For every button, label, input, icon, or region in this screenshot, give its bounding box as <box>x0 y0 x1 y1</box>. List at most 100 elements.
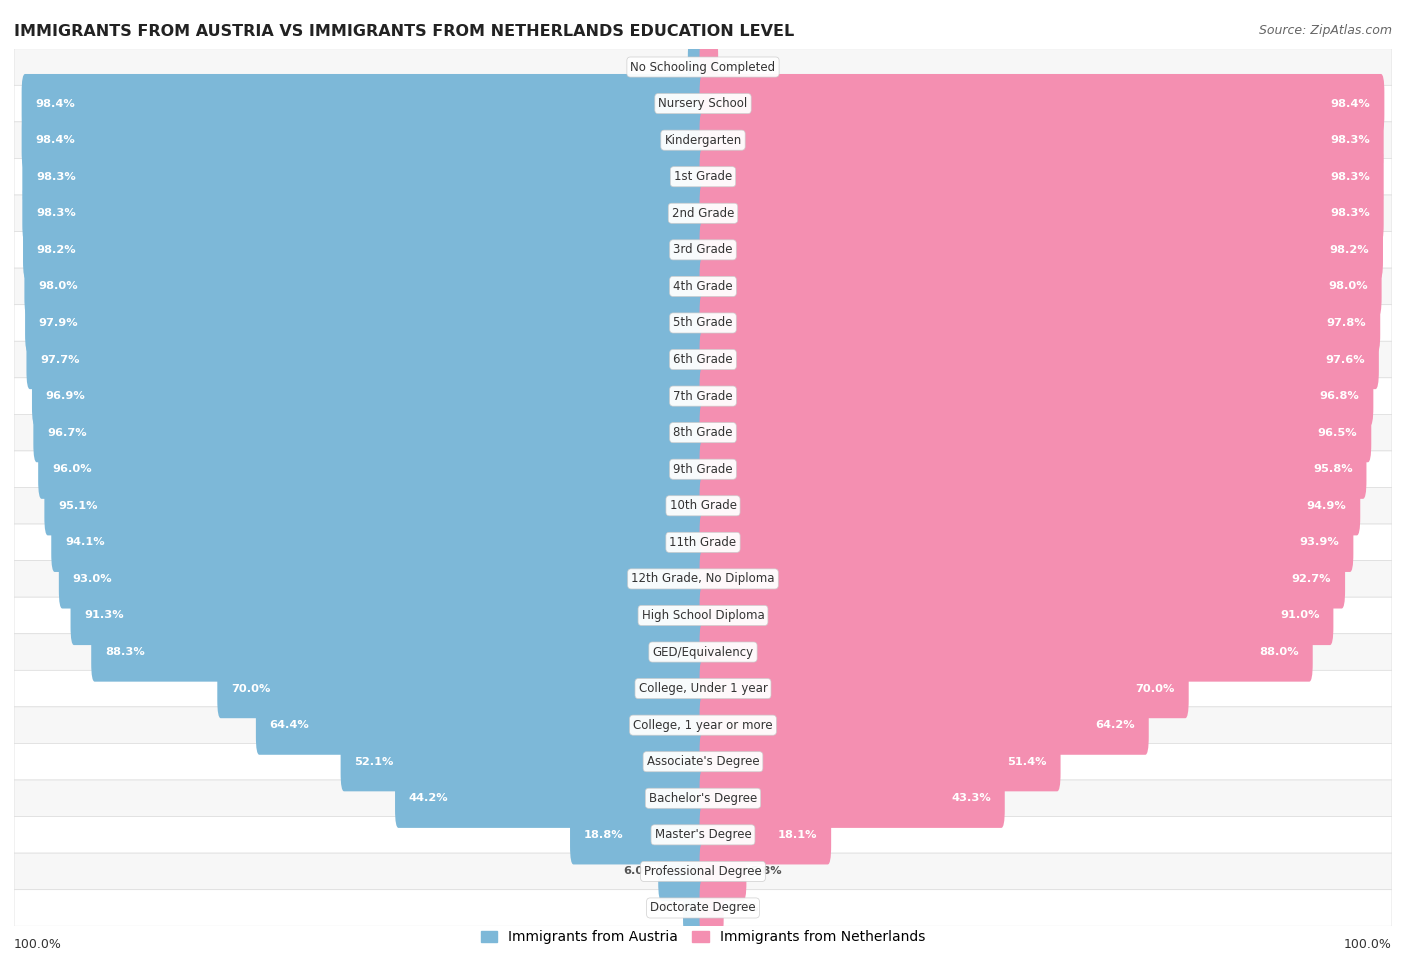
Text: 18.1%: 18.1% <box>778 830 817 839</box>
Text: 98.2%: 98.2% <box>37 245 76 254</box>
Text: 98.3%: 98.3% <box>1330 136 1369 145</box>
FancyBboxPatch shape <box>24 256 706 316</box>
FancyBboxPatch shape <box>700 110 1384 170</box>
Text: 18.8%: 18.8% <box>583 830 623 839</box>
Text: 98.3%: 98.3% <box>37 209 76 218</box>
Text: 4th Grade: 4th Grade <box>673 280 733 292</box>
Text: 6.0%: 6.0% <box>623 867 655 877</box>
FancyBboxPatch shape <box>34 403 706 462</box>
Text: 5th Grade: 5th Grade <box>673 317 733 330</box>
FancyBboxPatch shape <box>700 878 724 938</box>
FancyBboxPatch shape <box>14 597 1392 634</box>
FancyBboxPatch shape <box>14 561 1392 597</box>
FancyBboxPatch shape <box>21 74 706 134</box>
Text: 12th Grade, No Diploma: 12th Grade, No Diploma <box>631 572 775 585</box>
FancyBboxPatch shape <box>700 330 1379 389</box>
Text: 98.3%: 98.3% <box>37 172 76 181</box>
FancyBboxPatch shape <box>14 195 1392 232</box>
Text: 2.5%: 2.5% <box>727 903 759 913</box>
Text: 9th Grade: 9th Grade <box>673 463 733 476</box>
Text: Associate's Degree: Associate's Degree <box>647 756 759 768</box>
FancyBboxPatch shape <box>658 841 706 901</box>
FancyBboxPatch shape <box>683 878 706 938</box>
Text: College, Under 1 year: College, Under 1 year <box>638 682 768 695</box>
Text: 96.5%: 96.5% <box>1317 428 1358 438</box>
Text: 93.0%: 93.0% <box>73 574 112 584</box>
FancyBboxPatch shape <box>700 513 1354 572</box>
Text: 64.2%: 64.2% <box>1095 721 1135 730</box>
FancyBboxPatch shape <box>700 367 1374 426</box>
FancyBboxPatch shape <box>22 183 706 243</box>
FancyBboxPatch shape <box>14 817 1392 853</box>
FancyBboxPatch shape <box>27 330 706 389</box>
Text: IMMIGRANTS FROM AUSTRIA VS IMMIGRANTS FROM NETHERLANDS EDUCATION LEVEL: IMMIGRANTS FROM AUSTRIA VS IMMIGRANTS FR… <box>14 24 794 39</box>
Text: Nursery School: Nursery School <box>658 98 748 110</box>
Text: 88.0%: 88.0% <box>1260 647 1299 657</box>
Text: 6th Grade: 6th Grade <box>673 353 733 366</box>
FancyBboxPatch shape <box>51 513 706 572</box>
Text: 91.0%: 91.0% <box>1279 610 1320 620</box>
FancyBboxPatch shape <box>700 293 1381 353</box>
Text: 10th Grade: 10th Grade <box>669 499 737 512</box>
Text: 70.0%: 70.0% <box>231 683 270 693</box>
FancyBboxPatch shape <box>14 634 1392 671</box>
FancyBboxPatch shape <box>22 147 706 207</box>
FancyBboxPatch shape <box>700 440 1367 499</box>
FancyBboxPatch shape <box>14 488 1392 525</box>
Text: No Schooling Completed: No Schooling Completed <box>630 60 776 73</box>
Text: 1st Grade: 1st Grade <box>673 171 733 183</box>
FancyBboxPatch shape <box>700 695 1149 755</box>
Text: 98.3%: 98.3% <box>1330 172 1369 181</box>
Text: Master's Degree: Master's Degree <box>655 829 751 841</box>
Text: 96.9%: 96.9% <box>46 391 86 401</box>
Text: 7th Grade: 7th Grade <box>673 390 733 403</box>
FancyBboxPatch shape <box>569 805 706 865</box>
Text: 11th Grade: 11th Grade <box>669 536 737 549</box>
Text: College, 1 year or more: College, 1 year or more <box>633 719 773 731</box>
Text: 97.9%: 97.9% <box>39 318 79 328</box>
FancyBboxPatch shape <box>25 293 706 353</box>
Text: 8th Grade: 8th Grade <box>673 426 733 439</box>
Text: 64.4%: 64.4% <box>270 721 309 730</box>
FancyBboxPatch shape <box>700 805 831 865</box>
Text: 88.3%: 88.3% <box>105 647 145 657</box>
Text: 92.7%: 92.7% <box>1292 574 1331 584</box>
Text: 94.9%: 94.9% <box>1306 501 1347 511</box>
Text: 98.4%: 98.4% <box>35 136 75 145</box>
FancyBboxPatch shape <box>14 304 1392 341</box>
Text: 91.3%: 91.3% <box>84 610 124 620</box>
FancyBboxPatch shape <box>14 49 1392 86</box>
Text: 97.6%: 97.6% <box>1326 355 1365 365</box>
FancyBboxPatch shape <box>14 158 1392 195</box>
FancyBboxPatch shape <box>14 853 1392 889</box>
FancyBboxPatch shape <box>700 74 1385 134</box>
Text: 43.3%: 43.3% <box>952 794 991 803</box>
FancyBboxPatch shape <box>700 732 1060 792</box>
FancyBboxPatch shape <box>256 695 706 755</box>
Text: 98.2%: 98.2% <box>1330 245 1369 254</box>
FancyBboxPatch shape <box>14 122 1392 158</box>
FancyBboxPatch shape <box>14 780 1392 817</box>
Text: 98.4%: 98.4% <box>35 98 75 108</box>
FancyBboxPatch shape <box>14 232 1392 268</box>
FancyBboxPatch shape <box>340 732 706 792</box>
Text: 51.4%: 51.4% <box>1007 757 1047 766</box>
Text: Kindergarten: Kindergarten <box>665 134 741 146</box>
FancyBboxPatch shape <box>700 256 1382 316</box>
FancyBboxPatch shape <box>700 841 747 901</box>
FancyBboxPatch shape <box>700 659 1188 719</box>
FancyBboxPatch shape <box>32 367 706 426</box>
Text: 97.8%: 97.8% <box>1327 318 1367 328</box>
Text: Professional Degree: Professional Degree <box>644 865 762 878</box>
Text: 98.0%: 98.0% <box>38 282 77 292</box>
Text: High School Diploma: High School Diploma <box>641 609 765 622</box>
Text: Doctorate Degree: Doctorate Degree <box>650 902 756 915</box>
FancyBboxPatch shape <box>700 586 1333 645</box>
FancyBboxPatch shape <box>700 622 1313 682</box>
FancyBboxPatch shape <box>688 37 706 97</box>
Text: 52.1%: 52.1% <box>354 757 394 766</box>
FancyBboxPatch shape <box>700 549 1346 608</box>
Text: 98.4%: 98.4% <box>1331 98 1371 108</box>
Text: 95.8%: 95.8% <box>1313 464 1353 474</box>
FancyBboxPatch shape <box>14 377 1392 414</box>
